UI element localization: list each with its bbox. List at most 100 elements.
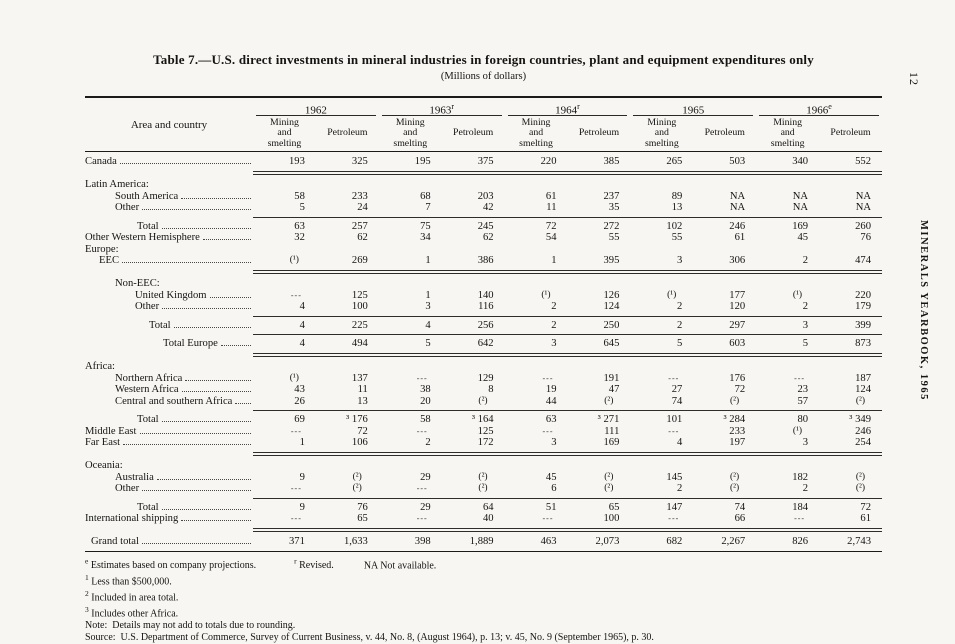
cell-value: ---: [290, 484, 302, 493]
cell-value: 32: [294, 232, 305, 243]
year-group: 1962 Mining and smelting Petroleum: [253, 98, 379, 151]
cell-value: 306: [729, 255, 746, 266]
cell-value: 40: [483, 513, 494, 524]
year-group: 1965 Mining and smelting Petroleum: [630, 98, 756, 151]
cell-value: 682: [666, 536, 683, 547]
cell-value: 68: [420, 190, 431, 202]
year-label: 1963r: [429, 102, 455, 117]
year-label: 1962: [304, 104, 327, 117]
cell-value: 3: [551, 338, 557, 349]
row-label: Oceania:: [85, 460, 123, 471]
cell-value: 245: [477, 220, 494, 232]
cell-value: NA: [729, 190, 746, 202]
row-stub: Europe:: [85, 244, 253, 256]
footnote-1: 1 Less than $500,000.: [85, 572, 172, 587]
cell-value: 9: [299, 471, 305, 483]
col-header-mining: Mining and smelting: [267, 116, 302, 149]
cell-value: 62: [357, 232, 368, 243]
year-group: 1964r Mining and smelting Petroleum: [505, 98, 631, 151]
row-label: Northern Africa: [115, 372, 183, 384]
cell-value: 19: [545, 384, 557, 395]
table-row: Australia 9 (²) 29 (²) 45 (²) 145 (²) 182 (²): [85, 472, 882, 484]
row-label: Central and southern Africa: [115, 395, 233, 407]
leader-dots: [161, 219, 251, 229]
cell-value: ³ 284: [723, 414, 746, 425]
leader-dots: [161, 412, 251, 422]
cell-value: 63: [545, 414, 557, 425]
cell-value: 169: [603, 437, 620, 448]
cell-value: 250: [603, 319, 620, 331]
cell-value: 35: [608, 202, 620, 213]
cell-value: 61: [860, 513, 871, 524]
year-header-row: 1962 Mining and smelting Petroleum 1963r…: [253, 98, 882, 151]
leader-dots: [235, 394, 251, 404]
cell-value: 5: [802, 338, 809, 349]
cell-value: 873: [855, 338, 871, 349]
row-stub: Total Europe: [85, 336, 253, 350]
cell-value: 225: [351, 319, 368, 331]
cell-value: ---: [542, 514, 554, 523]
cell-value: (²): [855, 483, 865, 493]
cell-value: 13: [671, 202, 683, 213]
cell-value: (²): [478, 395, 488, 406]
cell-value: 3: [677, 255, 683, 266]
row-label: Total: [149, 319, 171, 331]
cell-value: 62: [483, 232, 494, 243]
table-divider: [253, 269, 882, 274]
cell-value: ---: [416, 373, 428, 383]
cell-value: 233: [351, 190, 368, 202]
cell-value: ---: [542, 373, 554, 383]
row-label: United Kingdom: [135, 289, 207, 301]
cell-value: 176: [729, 372, 746, 384]
row-label: Europe:: [85, 243, 119, 255]
table-row: Grand total 371 1,633 398 1,889 463 2,073 682 2,…: [85, 536, 882, 548]
cell-value: 140: [477, 289, 494, 301]
table-row: Total 9 76 29 64 51 65 147 74 184 72: [85, 502, 882, 514]
cell-value: 2: [425, 437, 431, 448]
cell-value: 125: [477, 425, 494, 437]
cell-value: 11: [357, 384, 368, 395]
cell-value: 4: [677, 437, 683, 448]
margin-running-head: MINERALS YEARBOOK, 1965: [918, 220, 929, 401]
cell-value: 102: [666, 220, 683, 232]
cell-value: 474: [855, 255, 871, 266]
col-header-mining: Mining and smelting: [644, 116, 679, 149]
table-row: International shipping --- 65 --- 40 --- 100 --…: [85, 513, 882, 525]
cell-value: 61: [734, 232, 746, 243]
cell-value: 2: [802, 301, 809, 312]
cell-value: (²): [730, 483, 740, 493]
cell-value: (¹): [792, 425, 803, 436]
table-divider: [85, 550, 882, 552]
cell-value: ³ 164: [471, 414, 494, 425]
row-stub: United Kingdom: [85, 288, 253, 302]
cell-value: 66: [734, 513, 746, 524]
cell-value: 29: [420, 501, 431, 513]
row-stub: Total: [85, 500, 253, 514]
cell-value: 13: [357, 395, 368, 407]
row-stub: Africa:: [85, 361, 253, 373]
cell-value: 1: [299, 437, 305, 448]
table-row: Canada 193 325 195 375 220 385 265 503 340 552: [85, 156, 882, 168]
cell-value: ---: [290, 514, 302, 523]
cell-value: 64: [483, 501, 494, 513]
table-row: EEC (¹) 269 1 386 1 395 3 306 2 474: [85, 255, 882, 267]
table-row: Middle East --- 72 --- 125 --- 111 --- 233 (¹) 246: [85, 426, 882, 438]
cell-value: 195: [414, 156, 431, 167]
section-row: Oceania:: [85, 460, 882, 472]
year-underline: [507, 115, 628, 116]
table-row: Western Africa 43 11 38 8 19 47 27 72 23 124: [85, 384, 882, 396]
cell-value: 55: [671, 232, 683, 243]
cell-value: ---: [668, 373, 680, 383]
year-underline: [633, 115, 754, 116]
cell-value: 145: [666, 471, 683, 483]
col-header-mining: Mining and smelting: [770, 116, 805, 149]
row-label: Latin America:: [85, 179, 149, 190]
table-body: Canada 193 325 195 375 220 385 265 503 340 552 Lati…: [85, 152, 882, 552]
col-header-mining: Mining and smelting: [393, 116, 428, 149]
cell-value: 120: [729, 301, 746, 312]
row-label: EEC: [99, 255, 120, 266]
cell-value: 386: [477, 255, 494, 266]
cell-value: 340: [792, 156, 809, 167]
cell-value: 51: [545, 501, 557, 513]
cell-value: ---: [668, 514, 680, 523]
